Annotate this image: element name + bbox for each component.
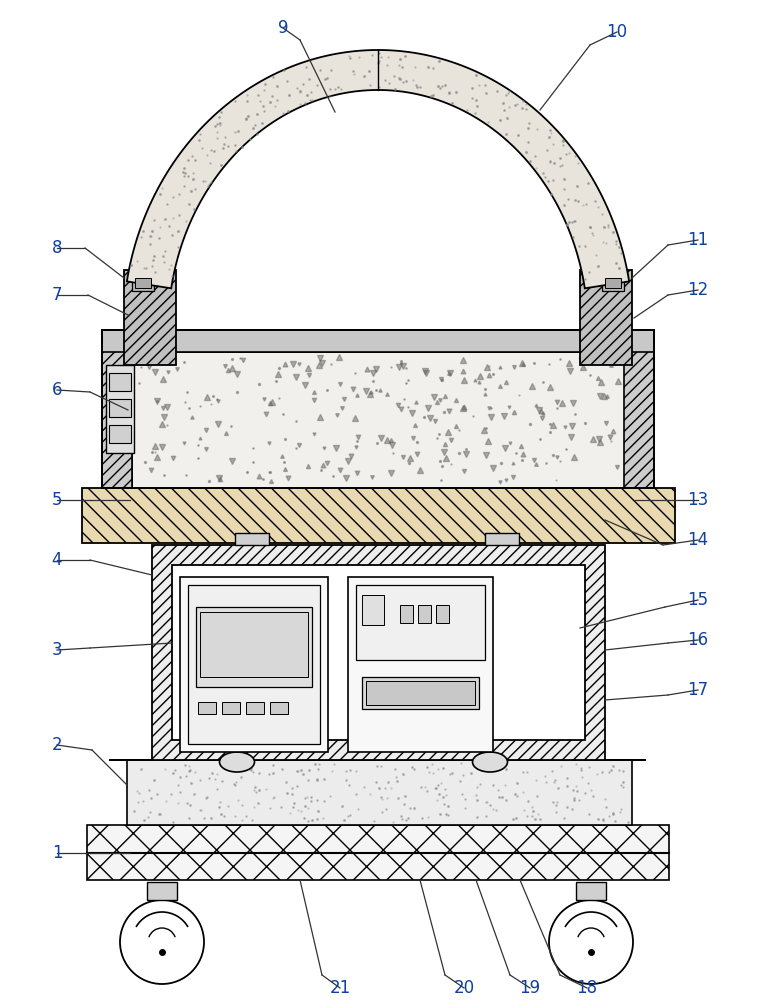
Bar [196,607,312,687]
Text: 1: 1 [51,844,62,862]
Bar [362,595,384,625]
Bar [356,585,485,660]
Bar [147,882,177,900]
Bar [132,352,624,488]
Bar [418,605,431,623]
Bar [188,585,320,744]
Bar [348,577,493,752]
Text: 20: 20 [453,979,475,997]
Text: 12: 12 [687,281,709,299]
Bar [109,425,131,443]
Text: 13: 13 [687,491,709,509]
Ellipse shape [220,752,254,772]
Bar [488,493,516,545]
Bar [580,270,632,365]
Bar [436,605,449,623]
Bar [82,488,675,543]
Bar [102,330,654,352]
Text: 8: 8 [51,239,62,257]
Bar [362,677,479,709]
Bar [109,399,131,417]
Text: 18: 18 [576,979,597,997]
Bar [400,605,413,623]
Polygon shape [127,50,629,288]
Bar [172,565,585,740]
Text: 19: 19 [519,979,540,997]
Bar [485,533,519,545]
Bar [576,882,606,900]
Bar [235,533,269,545]
Bar [87,825,669,880]
Bar [246,702,264,714]
Text: 17: 17 [687,681,709,699]
Bar [109,373,131,391]
Bar [222,702,240,714]
Bar [238,493,266,545]
Text: 5: 5 [51,491,62,509]
Bar [102,330,132,488]
Bar [200,612,308,677]
Text: 2: 2 [51,736,62,754]
Text: 3: 3 [51,641,62,659]
Text: 16: 16 [687,631,709,649]
Bar [106,365,134,453]
Text: 6: 6 [51,381,62,399]
Bar [605,278,621,288]
Bar [132,275,154,291]
Text: 15: 15 [687,591,709,609]
Text: 21: 21 [329,979,350,997]
Bar [602,275,624,291]
Bar [624,330,654,488]
Bar [124,270,176,365]
Text: 7: 7 [51,286,62,304]
Bar [180,577,328,752]
Ellipse shape [472,752,507,772]
Text: 14: 14 [687,531,709,549]
Text: 4: 4 [51,551,62,569]
Text: 10: 10 [606,23,628,41]
Bar [127,760,632,825]
Text: 11: 11 [687,231,709,249]
Bar [366,681,475,705]
Bar [270,702,288,714]
Bar [152,545,605,760]
Bar [102,330,654,488]
Text: 9: 9 [278,19,288,37]
Bar [198,702,216,714]
Bar [135,278,151,288]
